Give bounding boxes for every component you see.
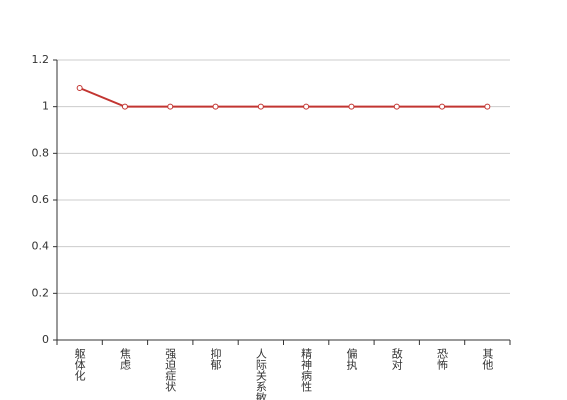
x-tick-label: 强迫症状 xyxy=(164,348,177,392)
x-tick-label: 焦虑 xyxy=(118,348,131,370)
y-tick-label: 0.4 xyxy=(32,240,50,253)
point xyxy=(121,103,128,110)
point xyxy=(257,103,264,110)
y-tick-label: 0.8 xyxy=(32,146,50,159)
y-tick-label: 0 xyxy=(42,333,49,346)
point xyxy=(439,103,446,110)
point xyxy=(167,103,174,110)
x-tick-label: 恐怖 xyxy=(436,348,449,370)
y-tick-label: 0.6 xyxy=(32,193,50,206)
point xyxy=(212,103,219,110)
point xyxy=(484,103,491,110)
point xyxy=(303,103,310,110)
point xyxy=(76,85,83,91)
y-tick-label: 1 xyxy=(42,100,49,113)
x-tick-label: 抑郁 xyxy=(209,347,222,370)
x-tick-label: 躯体化 xyxy=(73,348,86,382)
point xyxy=(393,103,400,110)
x-tick-label: 敌对 xyxy=(390,347,403,370)
x-tick-label: 人际关系敏感 xyxy=(254,348,267,400)
x-tick-label: 精神病性 xyxy=(300,348,313,393)
y-tick-label: 1.2 xyxy=(32,53,50,66)
point xyxy=(348,103,355,110)
line xyxy=(79,87,488,108)
y-tick-label: 0.2 xyxy=(32,286,50,299)
x-tick-label: 偏执 xyxy=(345,347,358,371)
x-tick-label: 其他 xyxy=(481,348,494,370)
